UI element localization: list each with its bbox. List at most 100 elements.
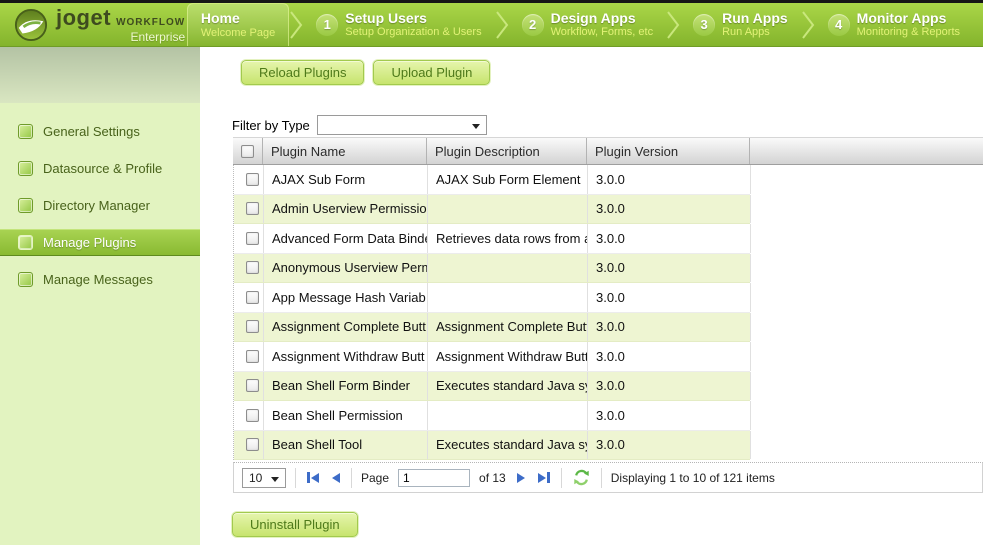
nav-item-subtitle: Run Apps [722, 26, 770, 39]
cell-plugin-description: Assignment Complete Butt [428, 312, 588, 341]
last-page-button[interactable] [536, 470, 552, 485]
nav-item-setup-users[interactable]: 1 Setup Users Setup Organization & Users [303, 3, 494, 46]
row-checkbox[interactable] [246, 290, 259, 304]
nav-item-subtitle: Workflow, Forms, etc [550, 26, 654, 39]
prev-page-button[interactable] [330, 471, 342, 485]
row-checkbox[interactable] [246, 438, 259, 452]
first-page-button[interactable] [305, 470, 321, 485]
cell-plugin-name: Anonymous Userview Perm [264, 253, 428, 282]
page-label: Page [361, 470, 390, 485]
table-row[interactable]: Bean Shell Form Binder Executes standard… [234, 371, 751, 401]
nav-item-run-apps[interactable]: 3 Run Apps Run Apps [680, 3, 801, 46]
pagination-bar: 10 Page of 13 Displaying 1 to 10 of 121 … [233, 462, 983, 493]
column-header-plugin-name[interactable]: Plugin Name [263, 138, 427, 164]
cell-plugin-description: Retrieves data rows from a [428, 224, 588, 253]
table-header-row: Plugin Name Plugin Description Plugin Ve… [233, 137, 983, 165]
plugins-toolbar: Reload Plugins Upload Plugin [241, 60, 491, 85]
nav-item-title: Run Apps [722, 9, 788, 26]
logo-text: joget WORKFLOW Enterprise [56, 4, 186, 43]
column-header-plugin-description[interactable]: Plugin Description [427, 138, 587, 164]
table-row[interactable]: Assignment Withdraw Butt Assignment With… [234, 342, 751, 372]
cell-plugin-description [428, 401, 588, 430]
nav-item-design-apps[interactable]: 2 Design Apps Workflow, Forms, etc [509, 3, 666, 46]
page-number-input[interactable] [398, 468, 471, 487]
row-checkbox[interactable] [246, 408, 259, 422]
upload-plugin-button[interactable]: Upload Plugin [373, 60, 491, 85]
row-checkbox[interactable] [246, 231, 259, 245]
nav-item-subtitle: Welcome Page [200, 26, 276, 39]
nav-item-home[interactable]: Home Welcome Page [186, 3, 290, 46]
reload-plugins-button[interactable]: Reload Plugins [241, 60, 365, 85]
chevron-separator-icon [290, 10, 303, 39]
page-size-value: 10 [249, 470, 263, 485]
nav-item-title: Monitor Apps [856, 9, 947, 26]
cell-plugin-description: Assignment Withdraw Butt [428, 342, 588, 371]
table-row[interactable]: Bean Shell Tool Executes standard Java s… [234, 430, 751, 460]
sidebar-item-directory-manager[interactable]: Directory Manager [0, 187, 200, 224]
cell-plugin-description [428, 253, 588, 282]
sidebar-item-datasource-profile[interactable]: Datasource & Profile [0, 150, 200, 187]
separator [600, 467, 602, 488]
filter-by-type-label: Filter by Type [232, 117, 310, 133]
separator [295, 467, 296, 488]
sidebar-menu: General Settings Datasource & Profile Di… [0, 103, 200, 298]
row-checkbox[interactable] [246, 261, 259, 275]
brand-suffix: WORKFLOW [116, 16, 186, 28]
cell-plugin-description: Executes standard Java sy [428, 371, 588, 400]
cell-plugin-name: Bean Shell Permission [264, 401, 428, 430]
table-row[interactable]: Admin Userview Permissio 3.0.0 [234, 194, 751, 224]
nav-item-monitor-apps[interactable]: 4 Monitor Apps Monitoring & Reports [815, 3, 973, 46]
table-row[interactable]: Bean Shell Permission 3.0.0 [234, 401, 751, 431]
table-row[interactable]: Assignment Complete Butt Assignment Comp… [234, 312, 751, 342]
table-row[interactable]: Anonymous Userview Perm 3.0.0 [234, 253, 751, 283]
row-checkbox[interactable] [246, 379, 259, 393]
cell-plugin-name: Advanced Form Data Binde [264, 224, 428, 253]
row-checkbox[interactable] [246, 320, 259, 334]
next-page-button[interactable] [515, 471, 527, 485]
nav-step-badge: 4 [827, 13, 850, 36]
cell-plugin-name: Bean Shell Form Binder [264, 371, 428, 400]
cell-plugin-version: 3.0.0 [588, 430, 751, 459]
nav-item-title: Setup Users [345, 9, 427, 26]
refresh-icon[interactable] [573, 469, 590, 486]
row-checkbox[interactable] [246, 202, 259, 216]
cell-plugin-version: 3.0.0 [588, 194, 751, 223]
page-count-label: of 13 [479, 470, 506, 485]
nav-item-title: Home [200, 10, 240, 26]
chevron-separator-icon [667, 10, 680, 39]
menu-square-icon [18, 272, 33, 287]
main-nav: Home Welcome Page 1 Setup Users Setup Or… [186, 3, 983, 46]
table-row[interactable]: AJAX Sub Form AJAX Sub Form Element 3.0.… [234, 165, 751, 195]
cell-plugin-name: Admin Userview Permissio [264, 194, 428, 223]
row-checkbox[interactable] [246, 349, 259, 363]
nav-item-title: Design Apps [550, 9, 636, 26]
cell-plugin-version: 3.0.0 [588, 401, 751, 430]
column-header-plugin-version[interactable]: Plugin Version [587, 138, 750, 164]
top-black-bar [0, 0, 983, 3]
nav-item-subtitle: Setup Organization & Users [345, 26, 482, 39]
nav-item-subtitle: Monitoring & Reports [856, 26, 960, 39]
uninstall-plugin-button[interactable]: Uninstall Plugin [232, 512, 358, 537]
app-header: joget WORKFLOW Enterprise Home Welcome Pa… [0, 3, 983, 47]
sidebar-item-manage-messages[interactable]: Manage Messages [0, 261, 200, 298]
cell-plugin-description: AJAX Sub Form Element [428, 165, 588, 194]
cell-plugin-version: 3.0.0 [588, 165, 751, 194]
filter-type-select[interactable] [316, 115, 487, 135]
sidebar-item-label: Manage Plugins [43, 235, 137, 250]
sidebar-item-manage-plugins[interactable]: Manage Plugins [0, 229, 200, 256]
page-size-select[interactable]: 10 [242, 467, 286, 488]
menu-square-icon [18, 198, 33, 213]
brand-name: joget [56, 4, 112, 30]
table-row[interactable]: App Message Hash Variab 3.0.0 [234, 283, 751, 313]
chevron-separator-icon [801, 10, 814, 39]
row-checkbox[interactable] [246, 172, 259, 186]
joget-logo-icon [14, 8, 48, 41]
table-row[interactable]: Advanced Form Data Binde Retrieves data … [234, 224, 751, 254]
select-all-checkbox[interactable] [241, 144, 254, 158]
cell-plugin-version: 3.0.0 [588, 312, 751, 341]
nav-step-badge: 2 [521, 13, 544, 36]
cell-plugin-version: 3.0.0 [588, 224, 751, 253]
sidebar-item-general-settings[interactable]: General Settings [0, 113, 200, 150]
separator [560, 467, 562, 488]
